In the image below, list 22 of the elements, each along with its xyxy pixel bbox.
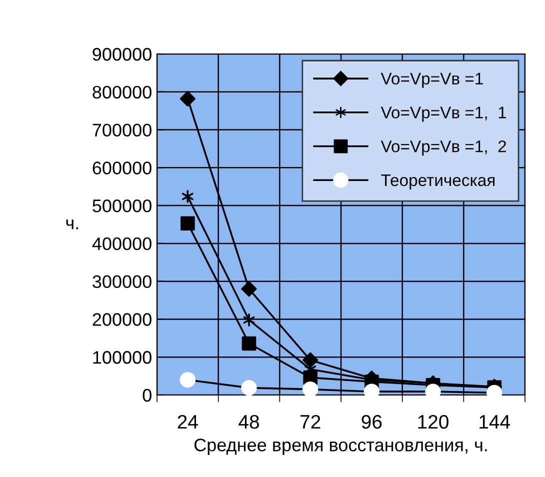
y-tick-label: 100000 [93,351,152,364]
legend-label: Теоретическая [381,174,495,190]
legend-label: Vo=Vp=Vв =1, 1 [380,106,506,122]
y-tick-label: 400000 [92,237,152,250]
y-tick-label: 800000 [92,86,152,99]
y-axis-title: ч. [66,220,78,230]
y-tick-label: 600000 [92,162,152,174]
y-tick-label: 500000 [92,199,152,212]
y-tick-label: 300000 [92,275,152,288]
y-tick-label: 0 [142,388,152,402]
x-tick-label: 144 [480,415,510,429]
x-tick-label: 120 [418,414,448,429]
y-tick-label: 900000 [92,48,152,61]
y-tick-label: 700000 [92,124,152,136]
x-tick-label: 96 [362,414,382,429]
x-tick-label: 72 [300,414,320,429]
y-tick-label: 200000 [92,313,152,326]
x-tick-label: 48 [238,414,259,429]
x-tick-label: 24 [178,414,198,429]
legend-label: Vo=Vp=Vв =1, 2 [380,140,506,156]
x-axis-title: Среднее время восстановления, ч. [194,438,487,455]
legend-label: Vo=Vp=Vв =1 [380,72,483,88]
